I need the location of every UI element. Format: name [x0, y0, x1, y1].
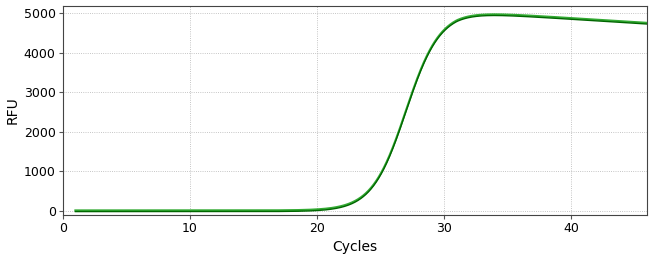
Y-axis label: RFU: RFU: [6, 96, 20, 124]
X-axis label: Cycles: Cycles: [332, 240, 377, 255]
